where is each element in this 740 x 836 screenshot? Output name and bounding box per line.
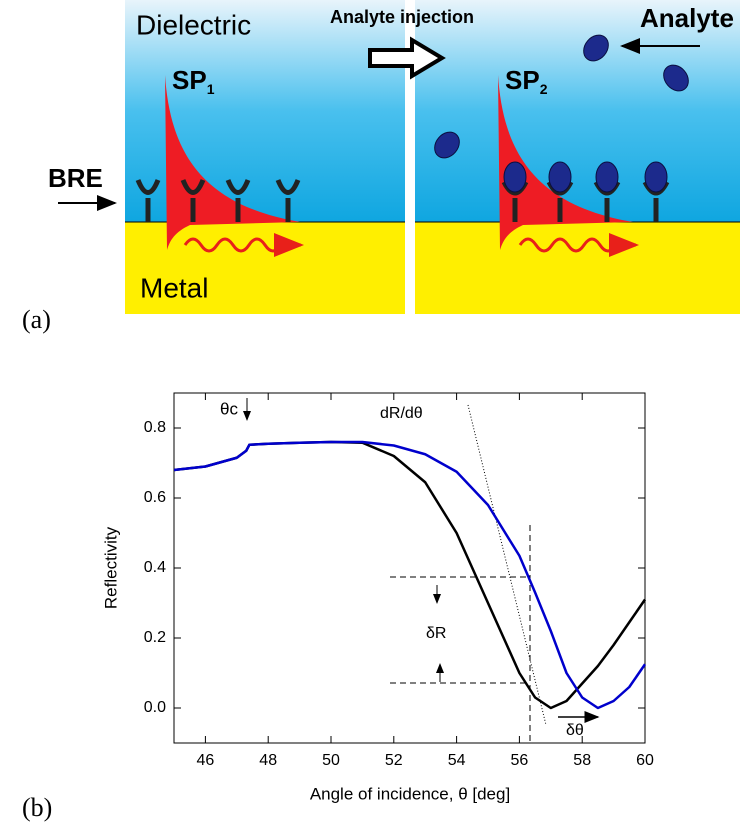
analyte-label: Analyte <box>640 3 734 33</box>
sp2-sub: 2 <box>540 81 548 97</box>
plasmon-wave <box>518 233 639 257</box>
panel-label: (b) <box>22 793 52 822</box>
injection-label: Analyte injection <box>330 7 474 27</box>
annotation: δθ <box>566 722 584 739</box>
dielectric-right <box>415 0 740 222</box>
panel-label: (a) <box>22 305 51 334</box>
chart-b: θc dR/dθ δR δθ Angle of incidence, θ [de… <box>101 392 654 803</box>
x-tick-label: 52 <box>385 752 403 769</box>
x-tick-label: 56 <box>511 752 529 769</box>
sp-field <box>498 75 633 250</box>
annotation: dR/dθ <box>380 405 423 422</box>
sp1-label: SP1 <box>172 65 215 97</box>
x-tick-label: 50 <box>322 752 340 769</box>
metal-label: Metal <box>140 272 208 303</box>
analytes <box>434 34 689 193</box>
annotation: δR <box>426 625 446 642</box>
sp1-text: SP <box>172 65 207 95</box>
x-tick-label: 46 <box>197 752 215 769</box>
sp-field <box>165 75 300 250</box>
y-tick-label: 0.4 <box>144 559 166 576</box>
sp2-label: SP2 <box>505 65 548 97</box>
injection-arrow <box>368 36 446 80</box>
sp1-sub: 1 <box>207 81 215 97</box>
x-tick-label: 58 <box>573 752 591 769</box>
y-axis-label: Reflectivity <box>101 526 120 609</box>
curve <box>173 440 647 710</box>
dielectric-label: Dielectric <box>136 9 251 40</box>
metal-right <box>415 222 740 314</box>
y-tick-label: 0.6 <box>144 489 166 506</box>
tangent <box>467 404 547 726</box>
x-tick-label: 54 <box>448 752 466 769</box>
x-tick-label: 48 <box>259 752 277 769</box>
curve <box>173 440 647 710</box>
annotation: θc <box>220 399 238 418</box>
y-tick-label: 0.8 <box>144 419 166 436</box>
y-tick-label: 0.2 <box>144 629 166 646</box>
sp2-text: SP <box>505 65 540 95</box>
guides <box>390 525 531 743</box>
y-tick-label: 0.0 <box>144 699 166 716</box>
panel-a: Dielectric Analyte injection Analyte SP1… <box>22 0 740 822</box>
bre-label: BRE <box>48 163 103 193</box>
plasmon-wave <box>183 233 304 257</box>
x-axis-label: Angle of incidence, θ [deg] <box>310 784 510 803</box>
x-tick-label: 60 <box>636 752 654 769</box>
